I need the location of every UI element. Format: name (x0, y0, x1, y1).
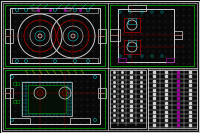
Bar (98, 88, 106, 98)
Bar (16, 100, 19, 103)
Bar (128, 40, 136, 46)
Bar (124, 18, 140, 32)
Bar (148, 70, 197, 128)
Bar (124, 40, 140, 54)
Bar (13, 82, 16, 85)
Bar (12, 8, 98, 13)
Bar (5, 29, 13, 43)
Bar (10, 118, 30, 124)
Bar (110, 29, 120, 41)
Bar (65, 8, 71, 11)
Bar (5, 88, 13, 98)
Bar (5, 70, 105, 128)
Bar (110, 70, 146, 128)
Bar (10, 8, 100, 63)
Bar (5, 5, 105, 66)
Bar (166, 58, 174, 62)
Bar (118, 58, 126, 62)
Bar (128, 5, 146, 11)
Bar (98, 29, 106, 43)
Bar (22, 82, 72, 116)
Bar (10, 74, 100, 124)
Bar (110, 5, 194, 66)
Bar (28, 85, 66, 113)
Bar (174, 31, 182, 39)
Bar (16, 82, 19, 85)
Bar (128, 18, 136, 24)
Bar (32, 8, 38, 11)
Bar (13, 100, 16, 103)
Bar (118, 9, 174, 62)
Bar (70, 118, 90, 124)
Bar (12, 58, 98, 63)
